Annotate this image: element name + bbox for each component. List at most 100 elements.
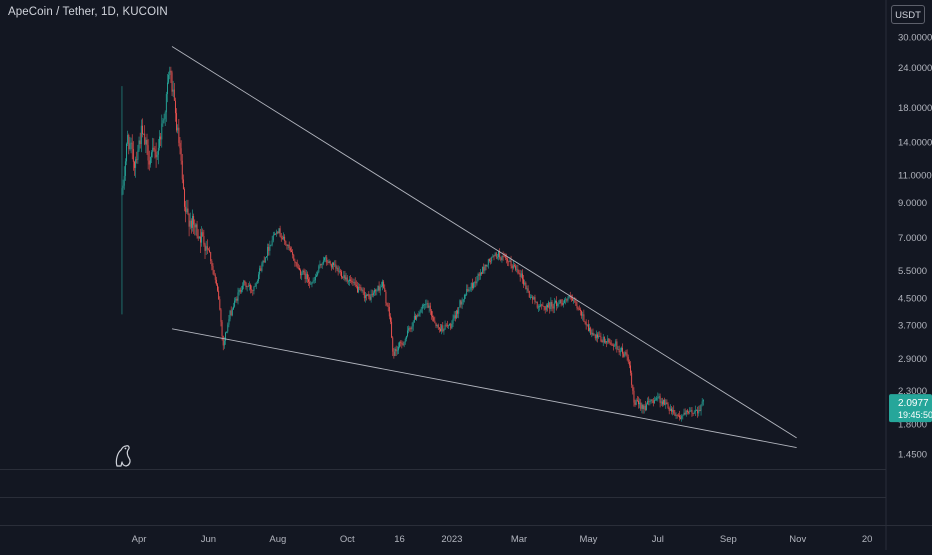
candle-body	[606, 341, 608, 343]
candle-body	[415, 315, 416, 320]
candle-body	[635, 400, 637, 405]
candle-body	[544, 306, 546, 310]
candle-body	[393, 351, 395, 356]
candle-body	[485, 264, 487, 267]
candle-body	[651, 399, 653, 401]
candle-body	[450, 323, 452, 329]
candle-body	[182, 179, 184, 190]
candle-body	[244, 280, 246, 283]
candle-body	[219, 299, 221, 310]
candle-body	[167, 82, 168, 95]
candle-body	[263, 260, 265, 263]
candle-body	[634, 402, 636, 405]
candle-body	[124, 161, 126, 176]
candle-body	[413, 315, 415, 322]
candle-body	[615, 341, 617, 346]
candle-body	[293, 254, 295, 261]
candle-body	[699, 409, 701, 411]
candle-body	[482, 266, 484, 274]
candle-body	[418, 313, 420, 316]
candle-body	[532, 297, 534, 300]
candle-body	[429, 305, 431, 311]
candle-body	[676, 415, 678, 416]
candle-body	[583, 314, 585, 322]
candle-body	[560, 299, 562, 303]
candle-body	[281, 238, 283, 239]
candle-body	[222, 336, 224, 346]
candle-body	[586, 324, 588, 326]
candle-body	[266, 256, 267, 258]
candle-body	[561, 302, 563, 305]
candle-body	[201, 232, 203, 243]
x-tick-label: 20	[862, 534, 873, 545]
candle-body	[668, 408, 670, 411]
candle-body	[631, 372, 633, 385]
candle-body	[153, 147, 155, 150]
candle-body	[567, 297, 569, 301]
candle-body	[448, 325, 449, 327]
candle-body	[137, 150, 139, 160]
candle-body	[204, 244, 206, 251]
candle-body	[311, 282, 313, 284]
candle-body	[236, 298, 238, 301]
candle-body	[343, 275, 345, 278]
candle-body	[339, 270, 341, 272]
candle-body	[570, 297, 572, 299]
candle-body	[474, 281, 476, 283]
candle-body	[460, 300, 462, 305]
candle-body	[512, 265, 514, 269]
candle-body	[369, 296, 371, 300]
candle-body	[357, 286, 358, 293]
candle-body	[517, 269, 519, 273]
candle-body	[296, 262, 298, 268]
trendline-upper	[171, 46, 797, 439]
candle-body	[138, 140, 140, 151]
candle-body	[294, 260, 296, 263]
candle-body	[305, 273, 307, 280]
candle-body	[476, 280, 478, 284]
candle-body	[310, 283, 312, 285]
candle-body	[180, 148, 182, 161]
candle-body	[259, 268, 261, 275]
candle-body	[688, 411, 689, 413]
candle-body	[366, 295, 368, 296]
candle-body	[430, 310, 432, 316]
candle-body	[483, 266, 485, 271]
candle-body	[554, 300, 556, 303]
candle-body	[342, 277, 344, 278]
candle-body	[194, 224, 196, 228]
candle-body	[126, 143, 127, 162]
candle-body	[434, 320, 436, 323]
candle-body	[543, 306, 545, 307]
candle-body	[525, 282, 527, 290]
candle-body	[149, 156, 151, 165]
candle-body	[207, 249, 209, 251]
candle-body	[502, 255, 504, 257]
candle-body	[682, 415, 684, 417]
candle-body	[587, 324, 589, 331]
candle-body	[336, 267, 338, 269]
candle-body	[602, 336, 604, 343]
candle-body	[202, 232, 204, 237]
candle-body	[145, 139, 147, 145]
candle-body	[558, 303, 560, 305]
candle-body	[457, 310, 459, 314]
currency-unit-button[interactable]: USDT	[891, 5, 925, 24]
candle-body	[550, 301, 552, 309]
countdown-label: 19:45:50	[898, 410, 932, 420]
candle-body	[465, 294, 466, 296]
candle-body	[200, 236, 201, 243]
candle-body	[446, 324, 448, 326]
candle-body	[229, 310, 231, 320]
candle-body	[455, 310, 457, 319]
candle-body	[312, 280, 314, 283]
candle-body	[156, 154, 158, 158]
candle-body	[623, 353, 625, 357]
candle-body	[370, 294, 372, 300]
candle-body	[582, 314, 584, 316]
candle-body	[217, 284, 218, 291]
candle-body	[609, 342, 611, 344]
candle-body	[386, 303, 388, 306]
